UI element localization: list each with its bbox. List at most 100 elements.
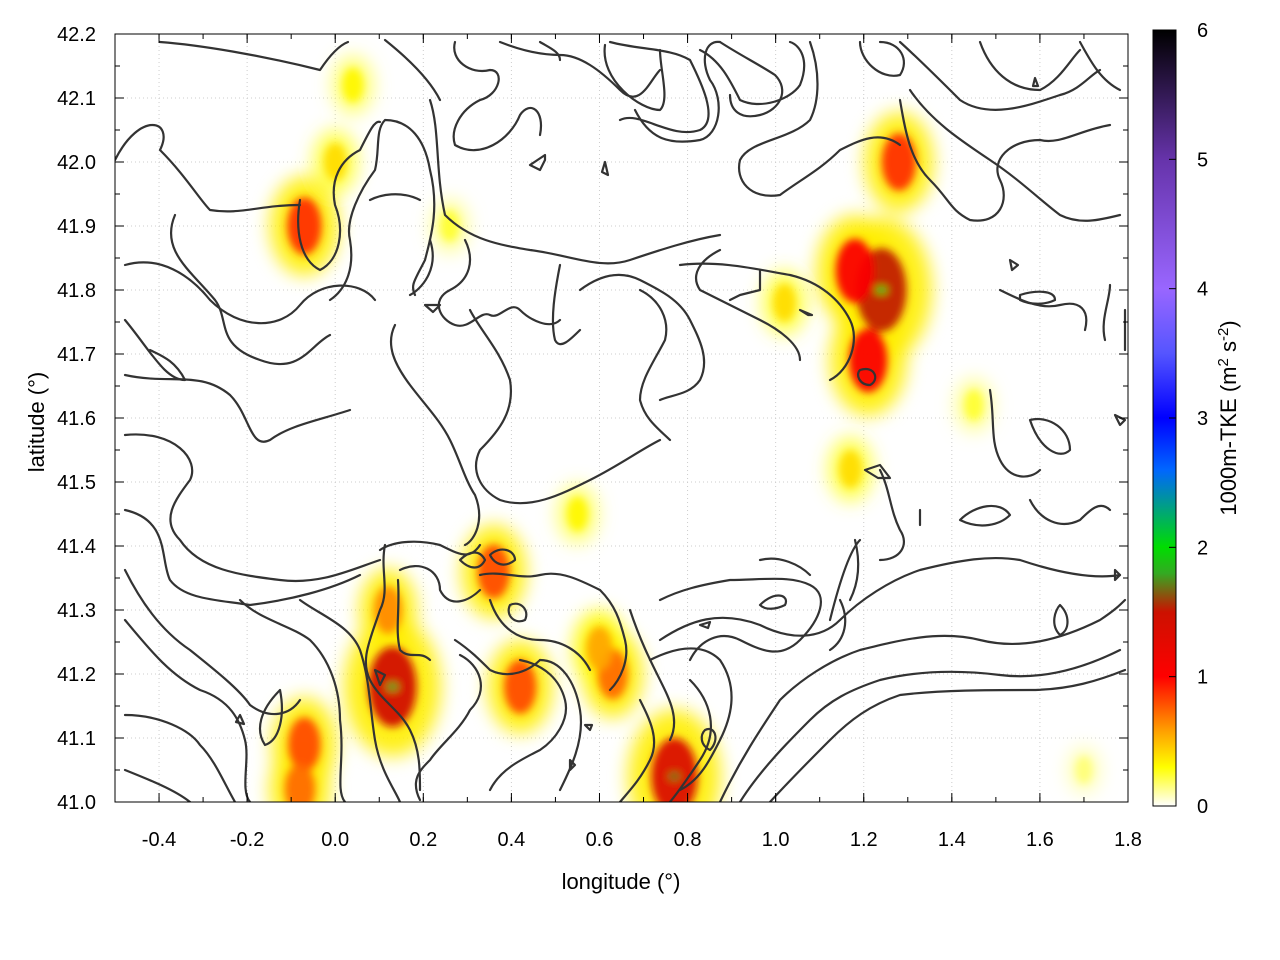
x-tick-label: 0.8 bbox=[674, 829, 702, 851]
contour-line bbox=[658, 577, 822, 662]
contour-line bbox=[568, 758, 577, 772]
y-tick-label: 42.0 bbox=[57, 152, 96, 174]
contour-line bbox=[414, 653, 482, 802]
contour-line bbox=[437, 238, 562, 327]
contour-line bbox=[368, 193, 422, 202]
y-tick-label: 42.2 bbox=[57, 24, 96, 46]
contour-line bbox=[498, 40, 662, 98]
contour-line bbox=[538, 40, 562, 62]
contour-line bbox=[396, 578, 432, 662]
contour-line bbox=[603, 43, 666, 112]
contour-line bbox=[668, 678, 712, 802]
contour-line bbox=[728, 268, 762, 302]
contour-line bbox=[453, 638, 542, 676]
contour-line bbox=[507, 602, 528, 623]
contour-line bbox=[578, 273, 706, 402]
tke-core bbox=[284, 763, 316, 802]
contour-line bbox=[658, 556, 1122, 642]
contour-line bbox=[297, 120, 382, 272]
x-tick-label: 1.0 bbox=[762, 829, 790, 851]
contour-line bbox=[958, 504, 1012, 527]
contour-line bbox=[488, 548, 517, 566]
x-tick-label: 0.6 bbox=[586, 829, 614, 851]
tke-peak bbox=[386, 682, 399, 691]
contour-line bbox=[383, 38, 442, 102]
contour-line bbox=[618, 698, 656, 802]
contour-line bbox=[898, 40, 1102, 111]
contour-line bbox=[123, 508, 362, 607]
contour-line bbox=[123, 261, 377, 325]
contour-line bbox=[428, 98, 722, 265]
x-tick-label: 1.2 bbox=[850, 829, 878, 851]
contour-line bbox=[238, 598, 347, 802]
contour-line bbox=[123, 568, 302, 716]
terrain-contours bbox=[115, 38, 1127, 802]
contour-line bbox=[1008, 258, 1020, 272]
colorbar: 0 1 2 3 4 5 6 1000m-TKE (m2 s-2) bbox=[1152, 20, 1242, 818]
contour-line bbox=[390, 323, 481, 547]
y-axis-label: latitude (°) bbox=[24, 372, 49, 473]
x-tick-label: 0.4 bbox=[497, 829, 525, 851]
y-tick-label: 41.7 bbox=[57, 344, 96, 366]
tke-core bbox=[835, 238, 875, 303]
contour-line bbox=[988, 388, 1042, 478]
contour-line bbox=[718, 40, 784, 118]
axes: -0.4 -0.2 0.0 0.2 0.4 0.6 0.8 1.0 1.2 1.4 1.6 1.8 4… bbox=[24, 24, 1142, 894]
colorbar-tick-label: 4 bbox=[1197, 279, 1208, 301]
tke-core bbox=[288, 717, 321, 772]
contour-line bbox=[848, 538, 860, 602]
contour-line bbox=[123, 433, 382, 582]
contour-line bbox=[1078, 40, 1122, 92]
contour-line bbox=[468, 308, 662, 505]
contour-line bbox=[478, 572, 628, 692]
contour-line bbox=[123, 618, 252, 802]
contour-line bbox=[452, 40, 543, 152]
contour-line bbox=[528, 153, 547, 172]
contour-line bbox=[648, 647, 733, 792]
y-tick-label: 41.2 bbox=[57, 664, 96, 686]
contour-line bbox=[633, 40, 722, 143]
x-tick-label: 1.8 bbox=[1114, 829, 1142, 851]
contour-line bbox=[694, 248, 802, 362]
y-tick-label: 41.8 bbox=[57, 280, 96, 302]
contour-line bbox=[737, 40, 902, 197]
tke-core bbox=[773, 284, 796, 322]
contour-line bbox=[1102, 283, 1112, 342]
tke-peak bbox=[875, 286, 888, 294]
y-axis-ticks: 41.0 41.1 41.2 41.3 41.4 41.5 41.6 41.7 41.8 41.9… bbox=[57, 24, 1128, 814]
contour-line bbox=[408, 238, 434, 297]
y-tick-label: 42.1 bbox=[57, 88, 96, 110]
contour-line bbox=[698, 40, 806, 105]
contour-line bbox=[718, 598, 1127, 802]
contour-line bbox=[123, 713, 237, 802]
contour-line bbox=[856, 367, 877, 387]
contour-line bbox=[115, 123, 302, 213]
contour-line bbox=[738, 648, 1122, 802]
contour-line bbox=[488, 598, 592, 672]
contour-line bbox=[1031, 76, 1040, 88]
contour-line bbox=[1028, 417, 1072, 455]
tke-core bbox=[1075, 756, 1093, 784]
colorbar-label: 1000m-TKE (m2 s-2) bbox=[1215, 320, 1242, 515]
y-tick-label: 41.3 bbox=[57, 600, 96, 622]
contour-line bbox=[328, 118, 436, 302]
contour-line bbox=[828, 538, 862, 622]
tke-core bbox=[287, 197, 322, 255]
x-tick-label: -0.4 bbox=[142, 829, 176, 851]
tke-core bbox=[323, 143, 347, 181]
x-tick-label: 1.6 bbox=[1026, 829, 1054, 851]
contour-line bbox=[608, 40, 710, 133]
contour-line bbox=[858, 40, 906, 77]
contour-line bbox=[768, 668, 1127, 802]
x-tick-label: 1.4 bbox=[938, 829, 966, 851]
contour-line bbox=[1028, 498, 1112, 525]
contour-line bbox=[698, 620, 712, 630]
contour-line bbox=[700, 727, 717, 752]
tke-core bbox=[586, 626, 613, 671]
contour-line bbox=[458, 551, 487, 569]
y-tick-label: 41.4 bbox=[57, 536, 96, 558]
contour-line bbox=[758, 594, 788, 610]
y-tick-label: 41.0 bbox=[57, 792, 96, 814]
colorbar-tick-label: 6 bbox=[1197, 20, 1208, 42]
x-axis-label: longitude (°) bbox=[562, 869, 681, 894]
